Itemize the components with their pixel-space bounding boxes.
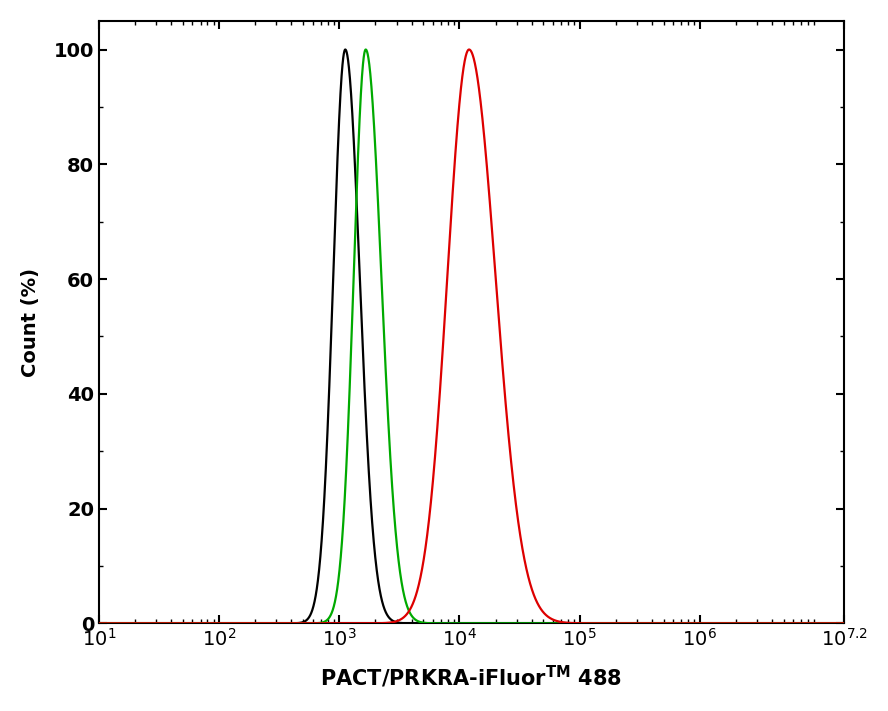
Y-axis label: Count (%): Count (%): [20, 267, 40, 377]
X-axis label: PACT/PRKRA-iFluor$^{\mathregular{TM}}$ 488: PACT/PRKRA-iFluor$^{\mathregular{TM}}$ 4…: [321, 664, 622, 690]
